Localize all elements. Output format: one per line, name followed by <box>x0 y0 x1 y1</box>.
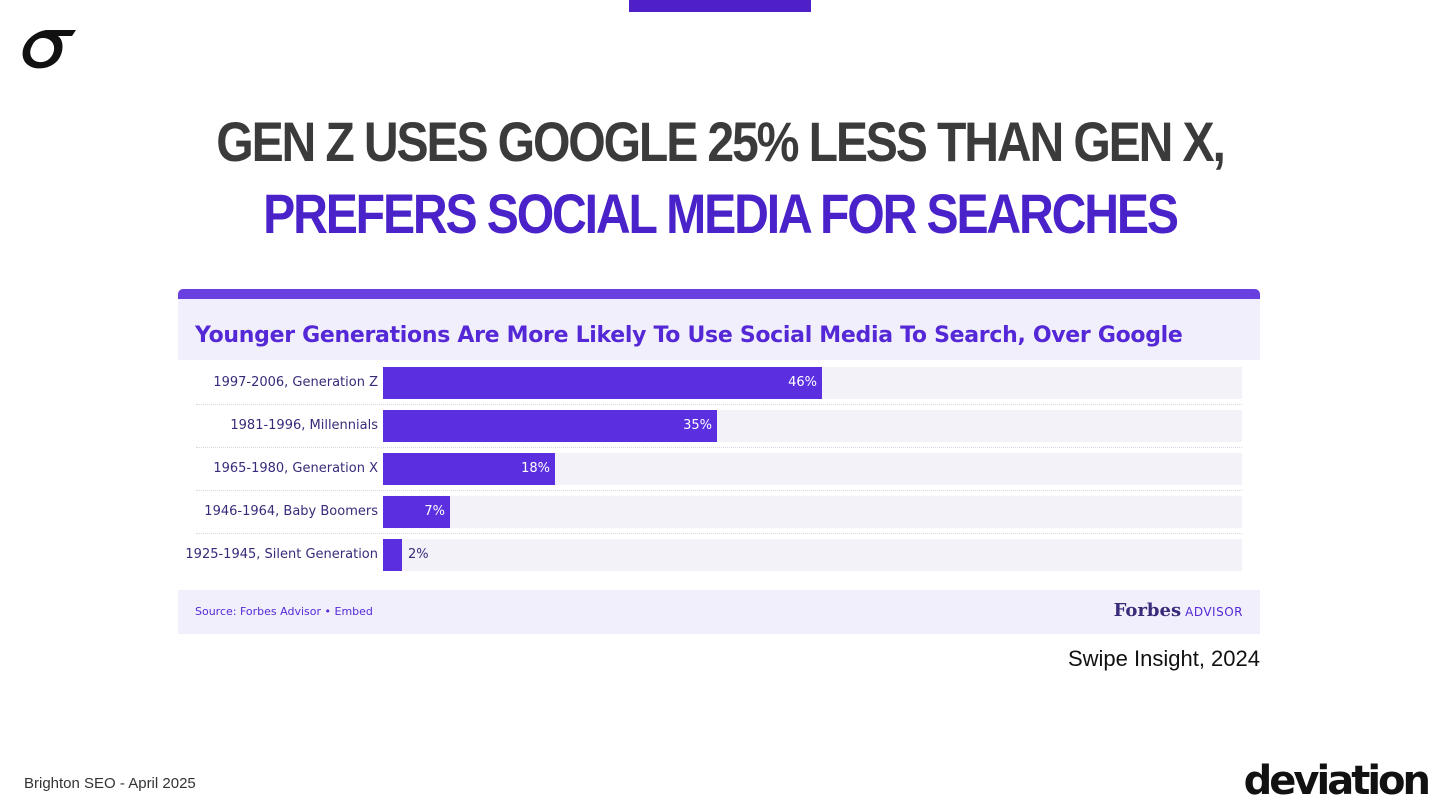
card-header: Younger Generations Are More Likely To U… <box>178 299 1260 360</box>
curved-hook-logo-icon <box>22 30 76 69</box>
chart-title: Younger Generations Are More Likely To U… <box>195 323 1183 348</box>
category-label: 1965-1980, Generation X <box>213 461 378 476</box>
bar <box>383 410 717 442</box>
value-label: 35% <box>683 418 712 433</box>
brand-sub: ADVISOR <box>1185 605 1243 619</box>
event-footer: Brighton SEO - April 2025 <box>24 775 196 792</box>
bar <box>383 496 450 528</box>
value-label: 2% <box>408 547 429 562</box>
chart-card: Younger Generations Are More Likely To U… <box>178 289 1260 634</box>
row-separator <box>196 490 1242 491</box>
value-label: 46% <box>788 375 817 390</box>
card-footer: Source: Forbes Advisor • Embed Forbes ADV… <box>178 590 1260 634</box>
category-label: 1997-2006, Generation Z <box>213 375 378 390</box>
row-separator <box>196 533 1242 534</box>
category-label: 1981-1996, Millennials <box>230 418 378 433</box>
slide-title-line2: PREFERS SOCIAL MEDIA FOR SEARCHES <box>263 182 1179 245</box>
category-label: 1925-1945, Silent Generation <box>185 547 378 562</box>
forbes-advisor-logo: Forbes ADVISOR <box>1114 600 1243 621</box>
value-label: 7% <box>424 504 445 519</box>
brand-main: Forbes <box>1113 600 1182 621</box>
value-label: 18% <box>521 461 550 476</box>
deviation-logo: deviation <box>1243 758 1431 804</box>
row-separator <box>196 404 1242 405</box>
category-label: 1946-1964, Baby Boomers <box>204 504 378 519</box>
bar <box>383 539 402 571</box>
bar-track <box>383 539 1242 571</box>
citation: Swipe Insight, 2024 <box>1067 646 1260 671</box>
bar <box>383 453 555 485</box>
source-note: Source: Forbes Advisor • Embed <box>195 605 373 618</box>
card-top-bar <box>178 289 1260 299</box>
row-separator <box>196 447 1242 448</box>
bar-track <box>383 496 1242 528</box>
bar-chart: 1997-2006, Generation Z 46% 1981-1996, Mil… <box>178 367 1260 587</box>
slide-title-line1: GEN Z USES GOOGLE 25% LESS THAN GEN X, <box>216 110 1226 173</box>
top-accent-bar <box>629 0 811 12</box>
bar <box>383 367 822 399</box>
